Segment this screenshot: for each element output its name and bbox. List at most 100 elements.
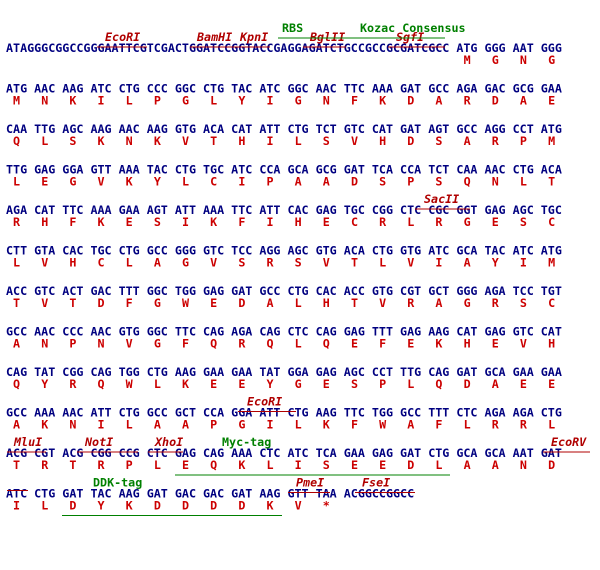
amino-acid: N [323,94,330,108]
amino-acid: L [295,418,302,432]
amino-acid: H [323,296,330,310]
amino-acid: G [548,53,555,67]
amino-acid: K [69,94,76,108]
amino-acid: E [210,296,217,310]
amino-acid: D [154,499,161,513]
amino-acid: S [520,215,527,229]
restriction-site: SgfI [396,30,424,44]
amino-acid: A [13,418,20,432]
amino-acid: F [351,94,358,108]
amino-acid: A [323,175,330,189]
amino-acid: P [379,377,386,391]
amino-acid: C [351,215,358,229]
amino-acid: I [520,256,527,270]
amino-acid: H [295,215,302,229]
amino-acid: H [379,134,386,148]
amino-acid: P [407,175,414,189]
amino-acid: T [13,296,20,310]
amino-acid: N [520,458,527,472]
amino-acid: E [351,458,358,472]
amino-acid: K [98,215,105,229]
amino-acid: V [98,175,105,189]
amino-acid: W [182,296,190,310]
amino-acid: D [69,499,76,513]
restriction-site: SacII [424,192,459,206]
amino-acid: G [464,215,471,229]
dna-sequence: ATG AAC AAG ATC CTG CCC GGC CTG TAC ATC … [6,82,562,96]
amino-acid: G [238,418,245,432]
amino-acid: S [351,377,358,391]
dna-sequence: CTT GTA CAC TGC CTG GCC GGG GTC TCC AGG … [6,244,562,258]
amino-acid: L [295,296,302,310]
restriction-site: BamHI [196,30,232,44]
amino-acid: W [379,418,387,432]
amino-acid: D [238,296,245,310]
amino-acid: Y [41,377,48,391]
amino-acid: E [407,337,414,351]
amino-acid: R [464,94,472,108]
amino-acid: N [126,134,133,148]
amino-acid: A [295,175,302,189]
amino-acid: G [154,337,161,351]
amino-acid: S [154,215,161,229]
amino-acid: D [548,458,555,472]
amino-acid: T [13,458,20,472]
amino-acid: P [154,94,161,108]
amino-acid: E [41,175,48,189]
amino-acid: R [492,296,500,310]
amino-acid: V [295,499,302,513]
amino-acid: R [407,296,415,310]
amino-acid: G [69,175,76,189]
amino-acid: V [323,256,330,270]
amino-acid: Q [464,175,471,189]
amino-acid: E [323,215,330,229]
amino-acid: V [407,256,414,270]
amino-acid: E [351,337,358,351]
amino-acid: G [182,94,189,108]
amino-acid: D [492,94,499,108]
amino-acid: L [464,418,471,432]
amino-acid: I [435,256,442,270]
dna-sequence: TTG GAG GGA GTT AAA TAC CTG TGC ATC CCA … [6,163,562,177]
amino-acid: F [435,418,442,432]
amino-acid: E [520,377,527,391]
amino-acid: N [41,94,48,108]
amino-acid: L [295,134,302,148]
feature-tag: Kozac Consensus [360,21,466,35]
amino-acid: K [238,458,245,472]
amino-acid: D [98,296,105,310]
amino-acid: H [41,215,48,229]
amino-acid: R [266,256,274,270]
amino-acid: C [548,296,555,310]
amino-acid: L [435,458,442,472]
restriction-site: EcoRI [247,395,282,409]
amino-acid: N [69,418,76,432]
amino-acid: L [182,175,189,189]
amino-acid: S [295,256,302,270]
amino-acid: V [379,296,386,310]
amino-acid: D [407,134,414,148]
amino-acid: C [210,175,217,189]
restriction-site: MluI [13,435,42,449]
amino-acid: R [520,418,528,432]
amino-acid: S [379,175,386,189]
restriction-site: EcoRV [551,435,587,449]
amino-acid: G [154,296,161,310]
amino-acid: E [238,377,245,391]
amino-acid: Y [98,499,105,513]
amino-acid: T [210,134,217,148]
amino-acid: K [182,377,189,391]
amino-acid: R [41,458,49,472]
amino-acid: M [464,53,471,67]
amino-acid: I [13,499,20,513]
amino-acid: S [435,175,442,189]
amino-acid: S [323,134,330,148]
amino-acid: V [520,337,527,351]
dna-sequence: ACC GTC ACT GAC TTT GGC TGG GAG GAT GCC … [6,284,562,298]
amino-acid: S [323,458,330,472]
amino-acid: A [464,458,471,472]
amino-acid: E [379,458,386,472]
amino-acid: E [492,337,499,351]
amino-acid: K [210,215,217,229]
amino-acid: L [126,94,133,108]
